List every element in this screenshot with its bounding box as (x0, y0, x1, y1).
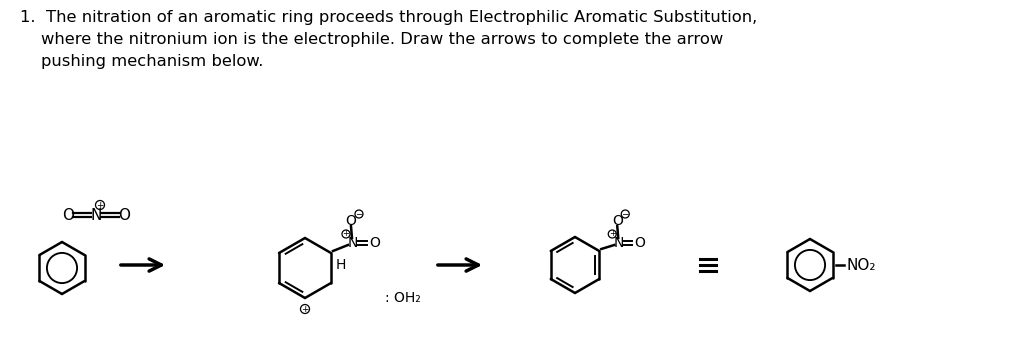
Text: O: O (370, 236, 381, 250)
Text: 1.  The nitration of an aromatic ring proceeds through Electrophilic Aromatic Su: 1. The nitration of an aromatic ring pro… (20, 10, 758, 25)
Text: : OH₂: : OH₂ (385, 291, 421, 305)
Text: pushing mechanism below.: pushing mechanism below. (20, 54, 263, 69)
Text: +: + (301, 304, 309, 314)
Text: O: O (634, 236, 645, 250)
Text: N: N (348, 236, 358, 250)
Text: N: N (90, 208, 101, 223)
Text: O: O (611, 214, 623, 228)
Text: +: + (609, 230, 615, 238)
Text: NO₂: NO₂ (846, 258, 876, 273)
Text: +: + (96, 201, 103, 210)
Text: O: O (118, 208, 130, 223)
Text: H: H (336, 258, 346, 272)
Text: O: O (62, 208, 74, 223)
Text: −: − (355, 210, 362, 218)
Text: +: + (343, 230, 349, 238)
Text: −: − (622, 210, 629, 218)
Text: where the nitronium ion is the electrophile. Draw the arrows to complete the arr: where the nitronium ion is the electroph… (20, 32, 723, 47)
Text: N: N (614, 236, 625, 250)
Text: O: O (345, 214, 356, 228)
